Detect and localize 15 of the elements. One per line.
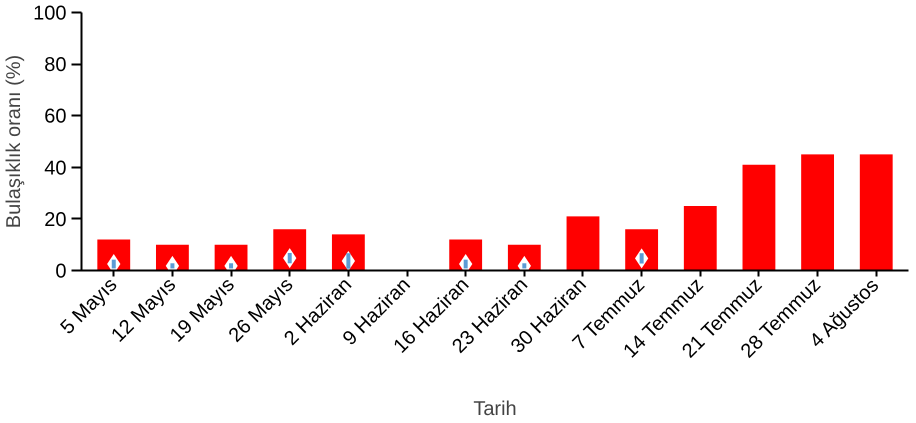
y-tick-label: 40 <box>44 157 67 180</box>
bar <box>684 206 717 270</box>
y-tick-label: 100 <box>33 2 67 24</box>
y-axis-title: Bulaşıklık oranı (%) <box>3 54 26 228</box>
bar <box>801 154 834 270</box>
bar <box>625 229 658 270</box>
bar <box>273 229 306 270</box>
y-tick-label: 60 <box>44 106 67 128</box>
x-axis-title: Tarih <box>473 398 517 420</box>
y-tick-label: 0 <box>55 260 66 282</box>
bar <box>860 154 893 270</box>
y-tick-label: 80 <box>44 54 67 76</box>
bar <box>566 216 600 270</box>
y-tick-label: 20 <box>44 208 67 231</box>
bar <box>742 164 776 270</box>
